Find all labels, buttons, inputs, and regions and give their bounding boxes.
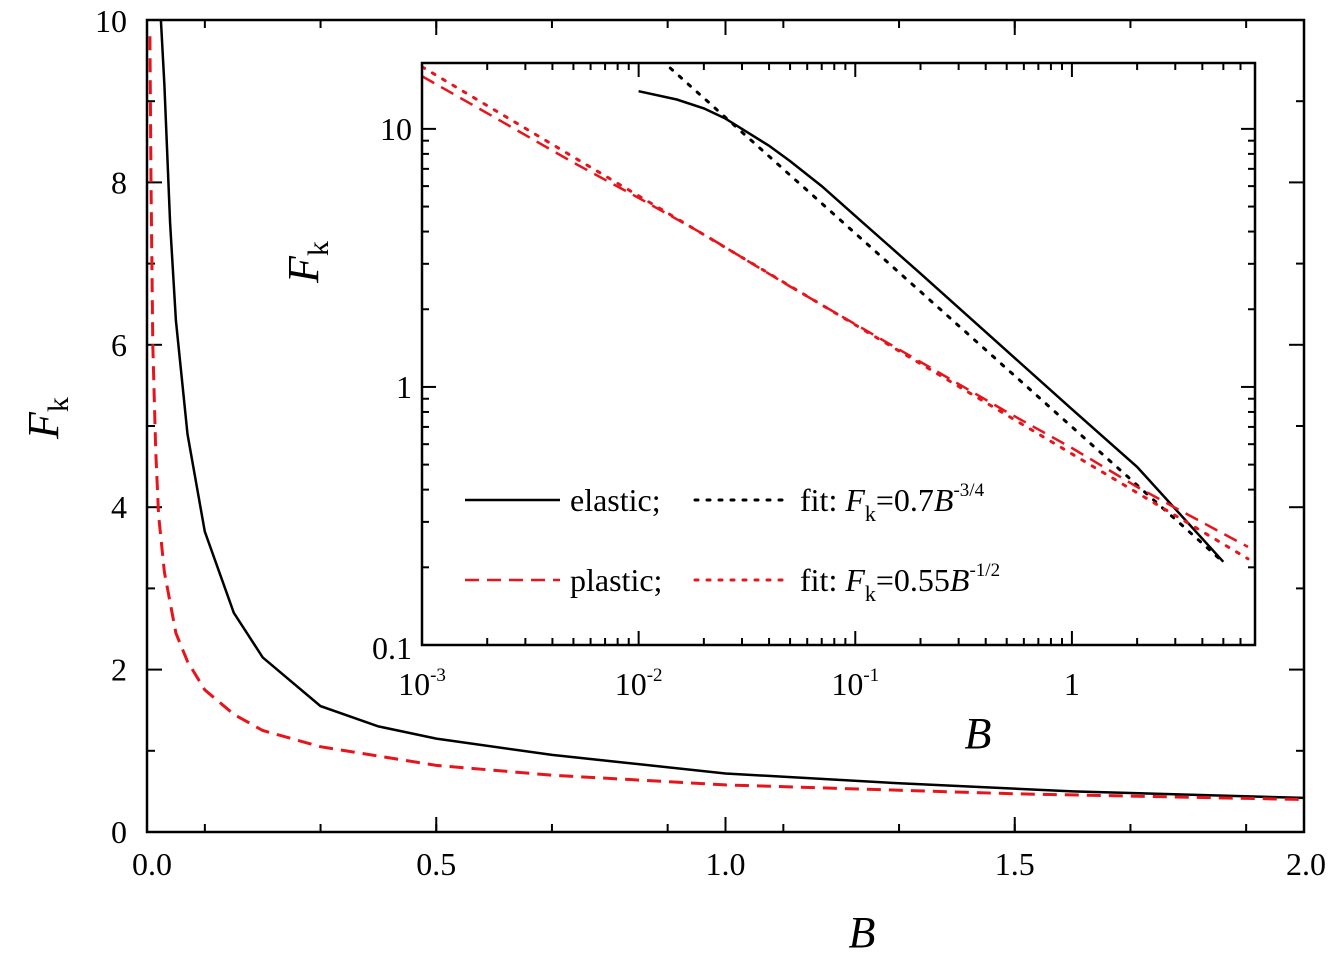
y-axis-title: Fk: [19, 397, 75, 440]
main-series-plastic: [148, 36, 1304, 801]
inset-y-tick-label: 0.1: [372, 630, 412, 666]
legend-fit-label: fit: Fk=0.55B-1/2: [800, 560, 1000, 606]
x-tick-label: 2.0: [1286, 846, 1326, 882]
y-tick-label: 6: [111, 327, 127, 363]
legend-label: elastic;: [570, 482, 661, 518]
y-tick-label: 10: [95, 3, 127, 39]
inset-background: [422, 63, 1255, 645]
inset-x-tick-label: 10-1: [831, 665, 879, 702]
y-tick-label: 4: [111, 489, 127, 525]
inset-series-plastic_fit: [422, 65, 1250, 561]
x-tick-label: 1.0: [706, 846, 746, 882]
inset-x-tick-label: 10-3: [398, 665, 446, 702]
y-tick-label: 0: [111, 814, 127, 850]
main-plot-frame: [145, 18, 1306, 834]
main-chart: 0.0 0.5 1.0 1.5 2.0 0 2 4 6 8 10 B Fk: [19, 3, 1326, 957]
inset-chart: 10-3 10-2 10-1 1 0.1 1 10 B Fk elastic; fit: Fk=0.…: [279, 61, 1257, 758]
inset-y-tick-label: 10: [380, 111, 412, 147]
inset-plot-frame: [420, 61, 1257, 647]
legend-label: plastic;: [570, 562, 662, 598]
inset-x-tick-label: 10-2: [615, 665, 663, 702]
x-tick-label: 0.0: [132, 846, 172, 882]
inset-legend: elastic; fit: Fk=0.7B-3/4 plastic; fit: Fk=…: [465, 480, 1000, 606]
legend-fit-label: fit: Fk=0.7B-3/4: [800, 480, 985, 526]
inset-x-axis-title: B: [965, 709, 992, 758]
inset-series-elastic: [638, 89, 1225, 563]
inset-y-tick-label: 1: [396, 369, 412, 405]
x-tick-label: 0.5: [416, 846, 456, 882]
x-tick-label: 1.5: [995, 846, 1035, 882]
inset-series-elastic_fit: [668, 66, 1225, 564]
inset-x-tick-label: 1: [1064, 666, 1080, 702]
y-tick-label: 2: [111, 652, 127, 688]
inset-y-axis-title: Fk: [279, 241, 335, 284]
y-tick-label: 8: [111, 164, 127, 200]
x-axis-title: B: [849, 908, 876, 957]
main-series-elastic: [159, 20, 1304, 800]
